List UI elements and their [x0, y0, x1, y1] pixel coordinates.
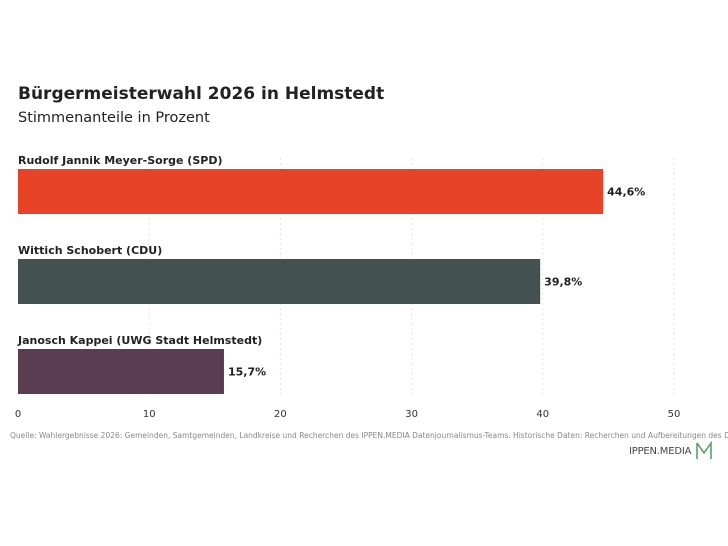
- category-label: Rudolf Jannik Meyer-Sorge (SPD): [18, 154, 222, 167]
- value-label: 39,8%: [544, 276, 582, 289]
- ippen-media-logo-icon: [696, 441, 713, 459]
- x-tick-label: 50: [668, 409, 681, 420]
- value-label: 15,7%: [228, 366, 266, 379]
- category-label: Wittich Schobert (CDU): [18, 244, 162, 257]
- chart-subtitle: Stimmenanteile in Prozent: [18, 110, 210, 126]
- x-tick-label: 10: [143, 409, 156, 420]
- bar-chart: 0 10 20 30 40 50 Rudolf Jannik Meyer-Sorge (SP…: [15, 154, 681, 420]
- source-note: Quelle: Wahlergebnisse 2026: Gemeinden, …: [10, 431, 728, 440]
- bar: [18, 349, 224, 394]
- x-tick-label: 0: [15, 409, 21, 420]
- chart-title: Bürgermeisterwahl 2026 in Helmstedt: [18, 84, 385, 104]
- x-tick-label: 20: [274, 409, 287, 420]
- x-tick-label: 30: [405, 409, 418, 420]
- category-label: Janosch Kappei (UWG Stadt Helmstedt): [17, 334, 262, 347]
- bar: [18, 259, 541, 304]
- x-tick-label: 40: [536, 409, 549, 420]
- brand-logo: IPPEN.MEDIA: [629, 441, 713, 461]
- brand-name: IPPEN.MEDIA: [629, 445, 692, 457]
- bar: [18, 169, 604, 214]
- value-label: 44,6%: [607, 186, 645, 199]
